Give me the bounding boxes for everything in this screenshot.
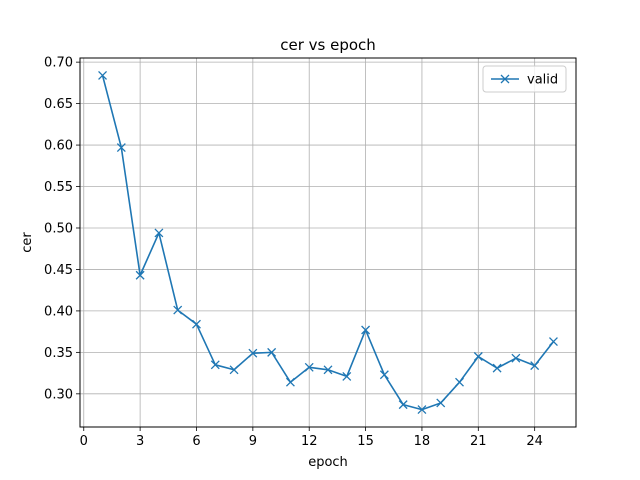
data-point [116,143,126,153]
data-point [267,347,277,357]
data-point [548,337,558,347]
x-tick-label: 21 [470,434,487,449]
x-tick-label: 6 [192,434,200,449]
data-point [398,400,408,410]
y-tick-label: 0.55 [44,180,73,195]
x-tick-label: 3 [136,434,144,449]
y-tick-label: 0.30 [44,387,73,402]
data-point [379,370,389,380]
y-tick-label: 0.50 [44,221,73,236]
legend-box [482,65,567,93]
y-tick-label: 0.70 [44,56,73,71]
y-tick-label: 0.65 [44,97,73,112]
data-point [210,360,220,370]
data-point [173,305,183,315]
legend: valid [482,65,567,93]
data-point [98,70,108,80]
data-point [285,377,295,387]
y-tick-label: 0.60 [44,139,73,154]
data-point [135,270,145,280]
data-point [361,325,371,335]
y-tick-label: 0.45 [44,263,73,278]
data-point [229,365,239,375]
x-tick-label: 9 [249,434,257,449]
data-point [473,352,483,361]
series-layer [98,70,558,415]
data-point [192,319,201,329]
legend-label: valid [527,73,558,88]
x-axis-label: epoch [308,455,348,470]
x-tick-label: 15 [357,434,374,449]
data-point [436,398,446,408]
data-point [323,365,333,375]
grid [80,58,576,427]
x-tick-label: 24 [526,434,543,449]
data-point [530,361,540,371]
y-axis-label: cer [20,232,35,253]
legend-marker [500,74,510,84]
plot-frame [79,57,577,428]
data-point [304,362,314,372]
data-point [154,228,164,238]
x-tick-label: 18 [414,434,431,449]
data-point [492,363,502,373]
ticks: 0 3 6 9 12 15 18 21 24 0.30 0.35 0.40 0.45 0.50 0.55 0.… [44,56,543,449]
data-point [342,371,352,381]
chart-title: cer vs epoch [280,36,376,54]
data-point [511,353,521,363]
x-tick-label: 12 [301,434,318,449]
data-point [417,405,427,415]
y-tick-label: 0.35 [44,346,73,361]
data-point [248,348,258,358]
y-tick-label: 0.40 [44,304,73,319]
data-point [455,377,464,387]
x-tick-label: 0 [80,434,88,449]
